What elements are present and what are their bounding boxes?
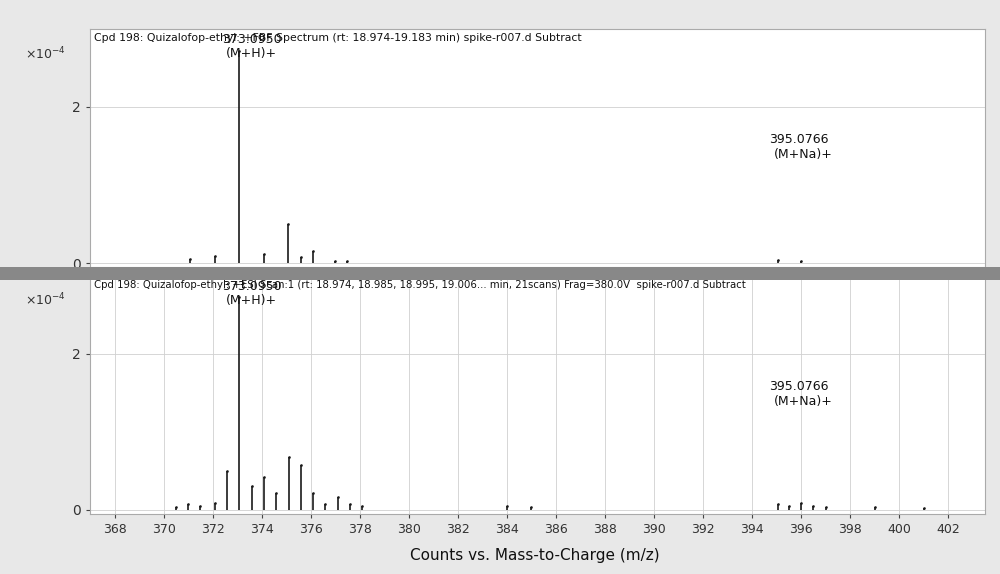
- Text: $\times$10$^{-4}$: $\times$10$^{-4}$: [25, 45, 66, 62]
- Text: (M+Na)+: (M+Na)+: [774, 149, 832, 161]
- Text: Cpd 198: Quizalofop-ethyl: +ESI Scan:1 (rt: 18.974, 18.985, 18.995, 19.006... mi: Cpd 198: Quizalofop-ethyl: +ESI Scan:1 (…: [94, 280, 746, 290]
- Text: (M+Na)+: (M+Na)+: [774, 395, 832, 408]
- Text: Counts vs. Mass-to-Charge (m/z): Counts vs. Mass-to-Charge (m/z): [410, 548, 660, 563]
- Text: 373.0950: 373.0950: [222, 33, 282, 46]
- Text: Cpd 198: Quizalofop-ethyl: +FBF Spectrum (rt: 18.974-19.183 min) spike-r007.d Su: Cpd 198: Quizalofop-ethyl: +FBF Spectrum…: [94, 33, 582, 44]
- Text: 395.0766: 395.0766: [769, 379, 828, 393]
- Text: $\times$10$^{-4}$: $\times$10$^{-4}$: [25, 292, 66, 309]
- Text: (M+H)+: (M+H)+: [226, 47, 277, 60]
- Text: 373.0950: 373.0950: [222, 280, 282, 293]
- Text: 395.0766: 395.0766: [769, 133, 828, 146]
- Text: (M+H)+: (M+H)+: [226, 294, 277, 307]
